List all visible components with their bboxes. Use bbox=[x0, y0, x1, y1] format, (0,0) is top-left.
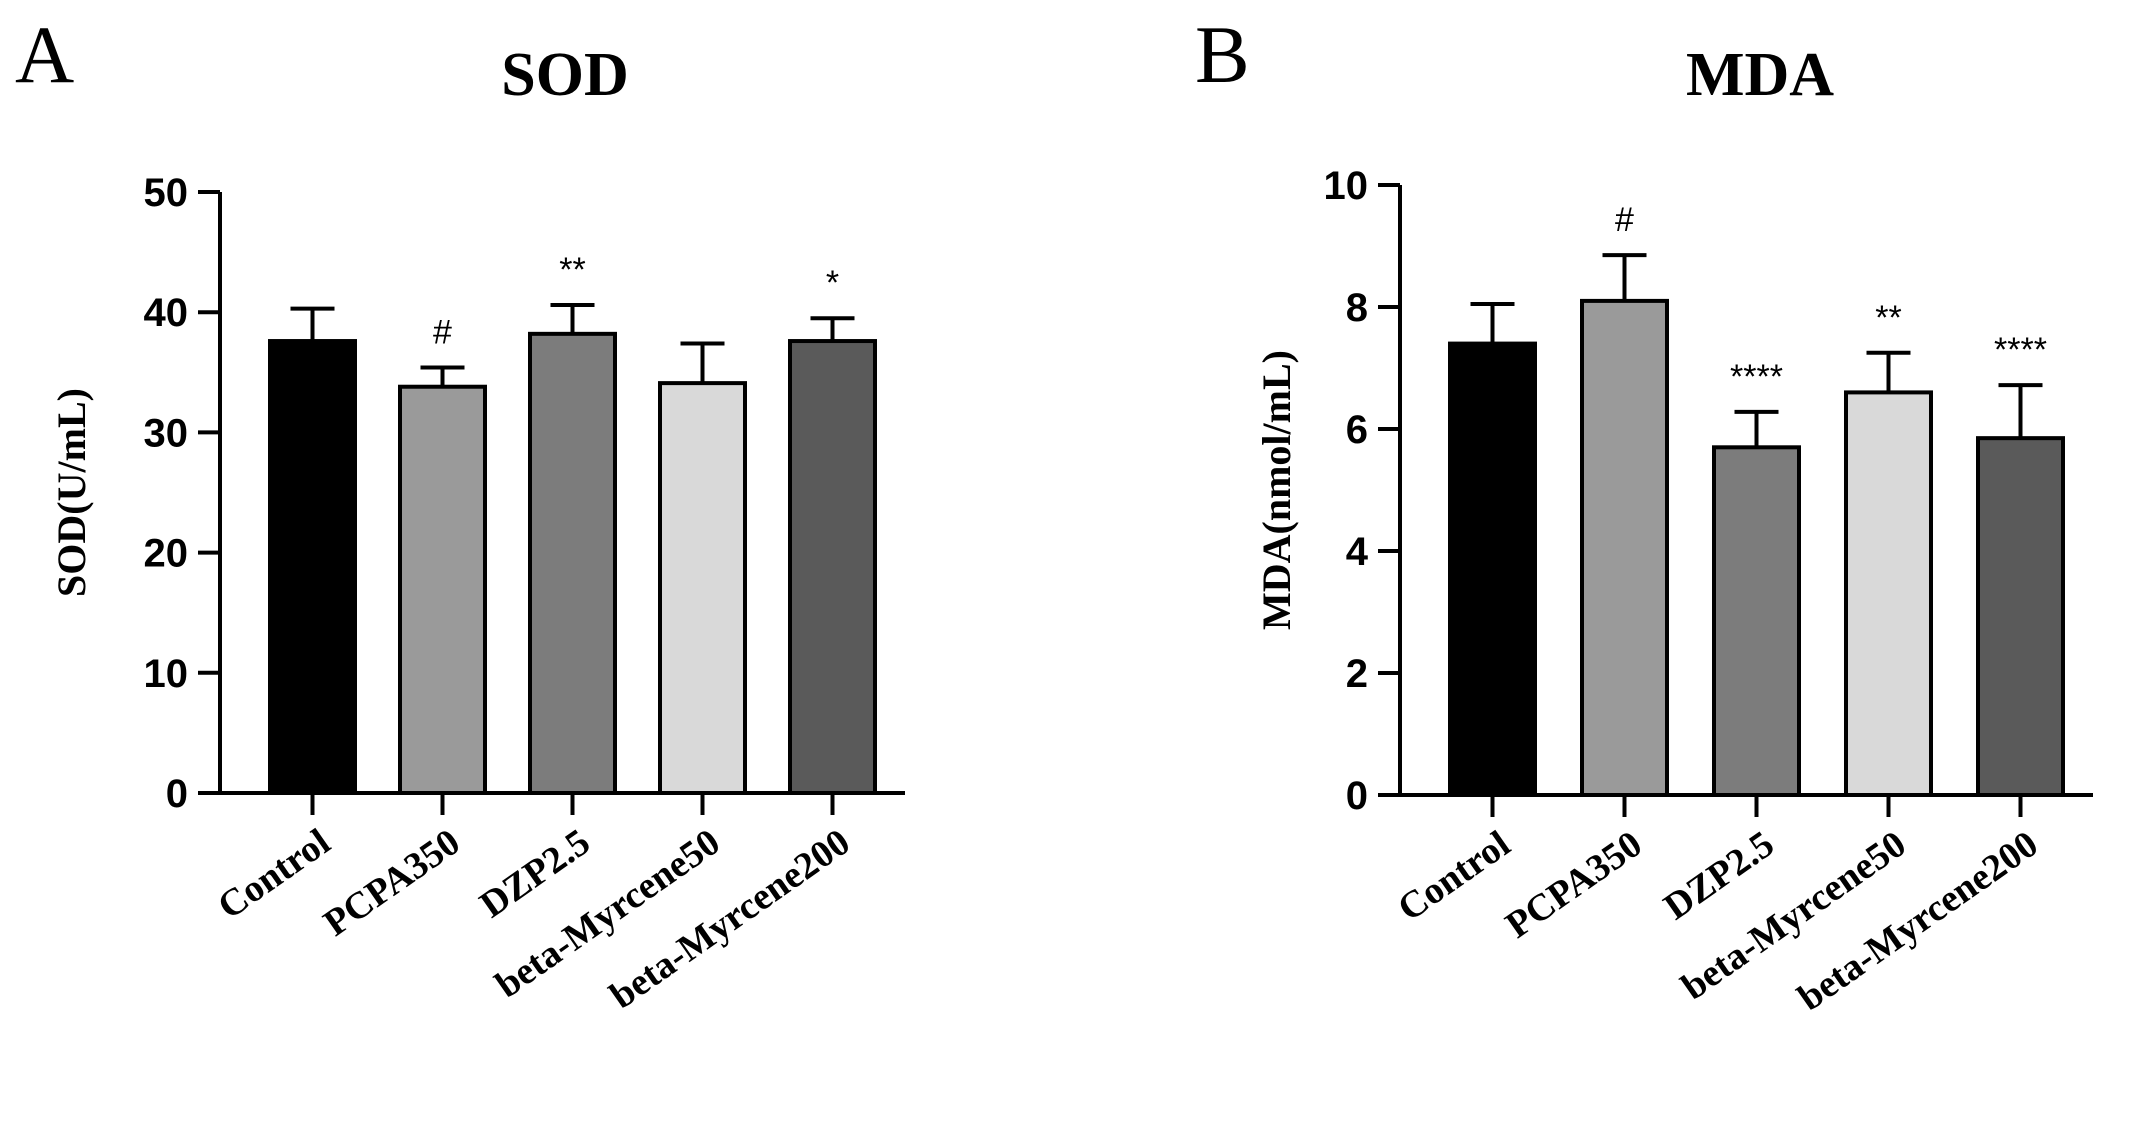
panel-b-y-tick-label-0: 0 bbox=[1346, 774, 1368, 818]
panel-b-bar-0 bbox=[1448, 341, 1537, 797]
panel-b-y-tick-label-4: 8 bbox=[1346, 286, 1368, 330]
panel-b-y-axis-label: MDA(nmol/mL) bbox=[1254, 350, 1299, 630]
panel-b-y-tick-label-1: 2 bbox=[1346, 652, 1368, 696]
panel-b-x-tick-label-1: PCPA350 bbox=[1498, 823, 1649, 947]
panel-b-annotation-3: ** bbox=[1875, 299, 1901, 337]
panel-a-letter: A bbox=[15, 9, 74, 100]
panel-a-y-tick-label-3: 30 bbox=[144, 411, 189, 455]
panel-b-bar-2 bbox=[1712, 445, 1801, 797]
panel-a-y-tick-label-2: 20 bbox=[144, 532, 189, 576]
panel-b-bar-3 bbox=[1844, 390, 1933, 797]
panel-b-y-tick-label-3: 6 bbox=[1346, 408, 1368, 452]
panel-b-y-tick-label-5: 10 bbox=[1324, 164, 1369, 208]
panel-b-annotation-1: # bbox=[1615, 201, 1634, 239]
panel-a-x-tick-label-1: PCPA350 bbox=[316, 821, 467, 945]
panel-a-y-tick-label-1: 10 bbox=[144, 652, 189, 696]
panel-a-title: SOD bbox=[501, 41, 628, 109]
panel-a-bar-0 bbox=[268, 339, 357, 795]
panel-a-y-axis-label: SOD(U/mL) bbox=[49, 388, 94, 597]
panel-a-sod: A SODSOD(U/mL)Control#PCPA350**DZP2.5beta… bbox=[15, 9, 905, 1017]
panel-a-y-tick-label-5: 50 bbox=[144, 171, 189, 215]
panel-a-bar-3 bbox=[658, 381, 747, 795]
panel-a-annotation-1: # bbox=[433, 313, 452, 351]
panel-b-mda: B MDAMDA(nmol/mL)Control#PCPA350****DZP2.… bbox=[1195, 9, 2093, 1019]
panel-a-annotation-4: * bbox=[826, 264, 839, 302]
panel-b-annotation-4: **** bbox=[1994, 331, 2047, 369]
panel-b-bar-4 bbox=[1976, 436, 2065, 797]
panel-a-bar-2 bbox=[528, 331, 617, 795]
panel-a-y-tick-label-4: 40 bbox=[144, 291, 189, 335]
panel-b-letter: B bbox=[1195, 9, 1250, 100]
panel-b-x-tick-label-3: beta-Myrcene50 bbox=[1674, 823, 1914, 1008]
panel-a-bar-4 bbox=[788, 339, 877, 795]
panel-b-annotation-2: **** bbox=[1730, 358, 1783, 396]
panel-b-title: MDA bbox=[1686, 41, 1834, 109]
panel-a-annotation-2: ** bbox=[559, 251, 585, 289]
panel-b-x-tick-label-4: beta-Myrcene200 bbox=[1790, 823, 2045, 1019]
panel-a-y-tick-label-0: 0 bbox=[166, 772, 188, 816]
panel-a-bar-1 bbox=[398, 384, 487, 795]
panel-b-bar-1 bbox=[1580, 298, 1669, 797]
panel-b-y-tick-label-2: 4 bbox=[1346, 530, 1369, 574]
panel-a-x-tick-label-4: beta-Myrcene200 bbox=[602, 821, 857, 1017]
